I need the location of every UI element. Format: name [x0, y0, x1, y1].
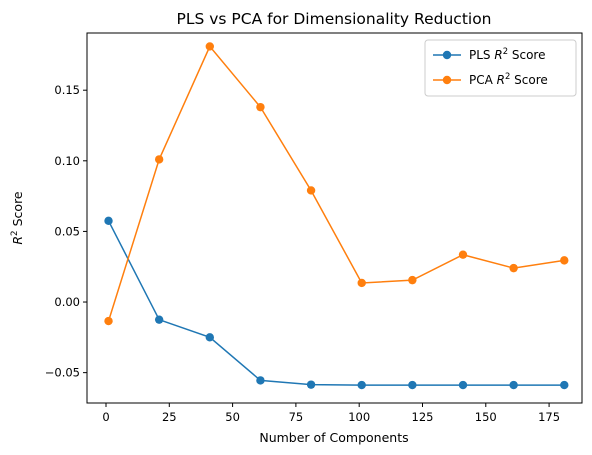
x-tick-label: 100 — [348, 410, 370, 424]
y-tick-label: 0.00 — [54, 295, 80, 309]
x-tick-label: 0 — [102, 410, 109, 424]
data-point — [560, 380, 569, 390]
y-tick-label: 0.15 — [54, 83, 80, 97]
legend-marker — [442, 75, 452, 85]
legend-label: PLS R2 Score — [469, 46, 545, 62]
legend-item: PCA R2 Score — [433, 71, 548, 87]
data-point — [104, 216, 113, 226]
y-tick-label: 0.05 — [54, 224, 80, 238]
y-axis-label: R2 Score — [10, 191, 25, 245]
series-pca — [104, 42, 569, 326]
chart-title: PLS vs PCA for Dimensionality Reduction — [176, 10, 491, 28]
plot-frame — [86, 32, 583, 404]
y-tick-label: 0.10 — [54, 154, 80, 168]
legend: PLS R2 Score PCA R2 Score — [424, 39, 577, 97]
series-pls — [104, 216, 569, 390]
data-point — [205, 333, 215, 342]
x-tick-label: 75 — [289, 410, 304, 424]
x-axis-label: Number of Components — [259, 430, 408, 445]
data-point — [154, 155, 164, 164]
data-point — [408, 275, 417, 285]
data-point — [509, 263, 518, 273]
data-point — [458, 380, 468, 390]
x-tick-label: 150 — [475, 410, 497, 424]
legend-frame — [424, 39, 577, 97]
data-point — [154, 315, 164, 324]
data-point — [256, 376, 265, 385]
series-line — [107, 220, 565, 386]
data-point — [408, 380, 417, 390]
x-tick-label: 175 — [538, 410, 560, 424]
x-tick-label: 25 — [162, 410, 177, 424]
axes: 0 25 50 75 100 125 150 175 −0.05 0.00 0.05 0.10 0.15 — [45, 32, 583, 424]
data-point — [256, 102, 265, 112]
series-layer — [104, 42, 569, 390]
legend-marker — [442, 50, 452, 60]
legend-label: PCA R2 Score — [469, 71, 548, 87]
x-tick-label: 50 — [225, 410, 240, 424]
y-tick-label: −0.05 — [45, 366, 80, 380]
legend-item: PLS R2 Score — [433, 46, 545, 62]
data-point — [205, 42, 215, 51]
data-point — [509, 380, 518, 390]
x-tick-label: 125 — [412, 410, 434, 424]
data-point — [357, 380, 366, 390]
data-point — [306, 186, 316, 195]
series-line — [107, 45, 565, 322]
data-point — [458, 250, 468, 259]
data-point — [357, 278, 366, 288]
data-point — [104, 316, 113, 326]
data-point — [306, 380, 316, 389]
data-point — [560, 256, 569, 265]
